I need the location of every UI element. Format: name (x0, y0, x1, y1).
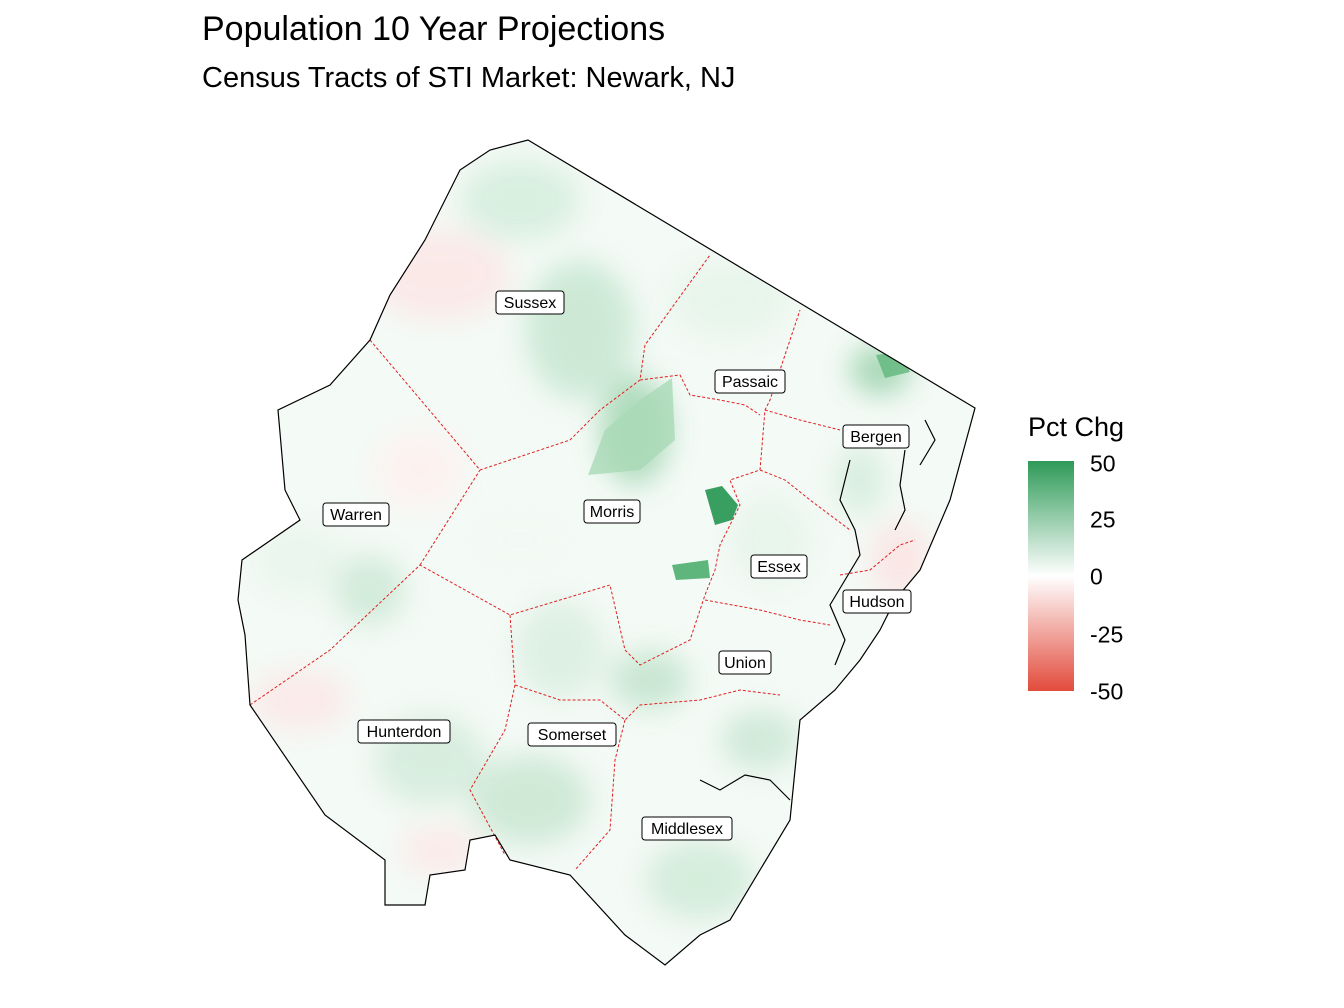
county-label-union[interactable]: Union (718, 650, 772, 675)
chart-subtitle: Census Tracts of STI Market: Newark, NJ (202, 62, 736, 94)
tract-fill-layer (238, 140, 975, 965)
county-label-morris[interactable]: Morris (583, 499, 641, 524)
legend-color-bar (1028, 461, 1074, 691)
svg-text:Warren: Warren (330, 507, 382, 524)
legend-tick-minus-25: -25 (1090, 621, 1124, 648)
svg-text:Union: Union (724, 655, 766, 672)
legend-tick-0: 0 (1090, 563, 1103, 590)
svg-text:Sussex: Sussex (504, 295, 556, 312)
svg-text:Hunterdon: Hunterdon (367, 724, 442, 741)
legend-title: Pct Chg (1028, 412, 1125, 442)
legend-tick-50: 50 (1090, 450, 1116, 477)
svg-text:Bergen: Bergen (850, 429, 902, 446)
legend-tick-25: 25 (1090, 506, 1116, 533)
county-label-somerset[interactable]: Somerset (527, 722, 617, 747)
county-label-hudson[interactable]: Hudson (842, 589, 912, 614)
svg-text:Passaic: Passaic (722, 374, 778, 391)
svg-text:Middlesex: Middlesex (651, 821, 723, 838)
county-label-middlesex[interactable]: Middlesex (641, 816, 733, 841)
chart-title: Population 10 Year Projections (202, 10, 666, 48)
county-labels: Sussex Passaic Bergen Warren Morris Esse… (322, 290, 912, 841)
county-label-hunterdon[interactable]: Hunterdon (357, 719, 451, 744)
county-label-essex[interactable]: Essex (750, 554, 808, 579)
svg-text:Hudson: Hudson (849, 594, 904, 611)
county-label-passaic[interactable]: Passaic (714, 369, 786, 394)
svg-text:Essex: Essex (757, 559, 801, 576)
county-label-bergen[interactable]: Bergen (842, 424, 910, 449)
county-label-sussex[interactable]: Sussex (495, 290, 565, 315)
county-borders (249, 254, 916, 871)
region-outline (237, 139, 976, 966)
svg-text:Morris: Morris (590, 504, 634, 521)
legend: Pct Chg 50 25 0 -25 -50 (1028, 412, 1228, 712)
county-label-warren[interactable]: Warren (322, 502, 390, 527)
legend-tick-minus-50: -50 (1090, 678, 1124, 705)
svg-text:Somerset: Somerset (538, 727, 607, 744)
